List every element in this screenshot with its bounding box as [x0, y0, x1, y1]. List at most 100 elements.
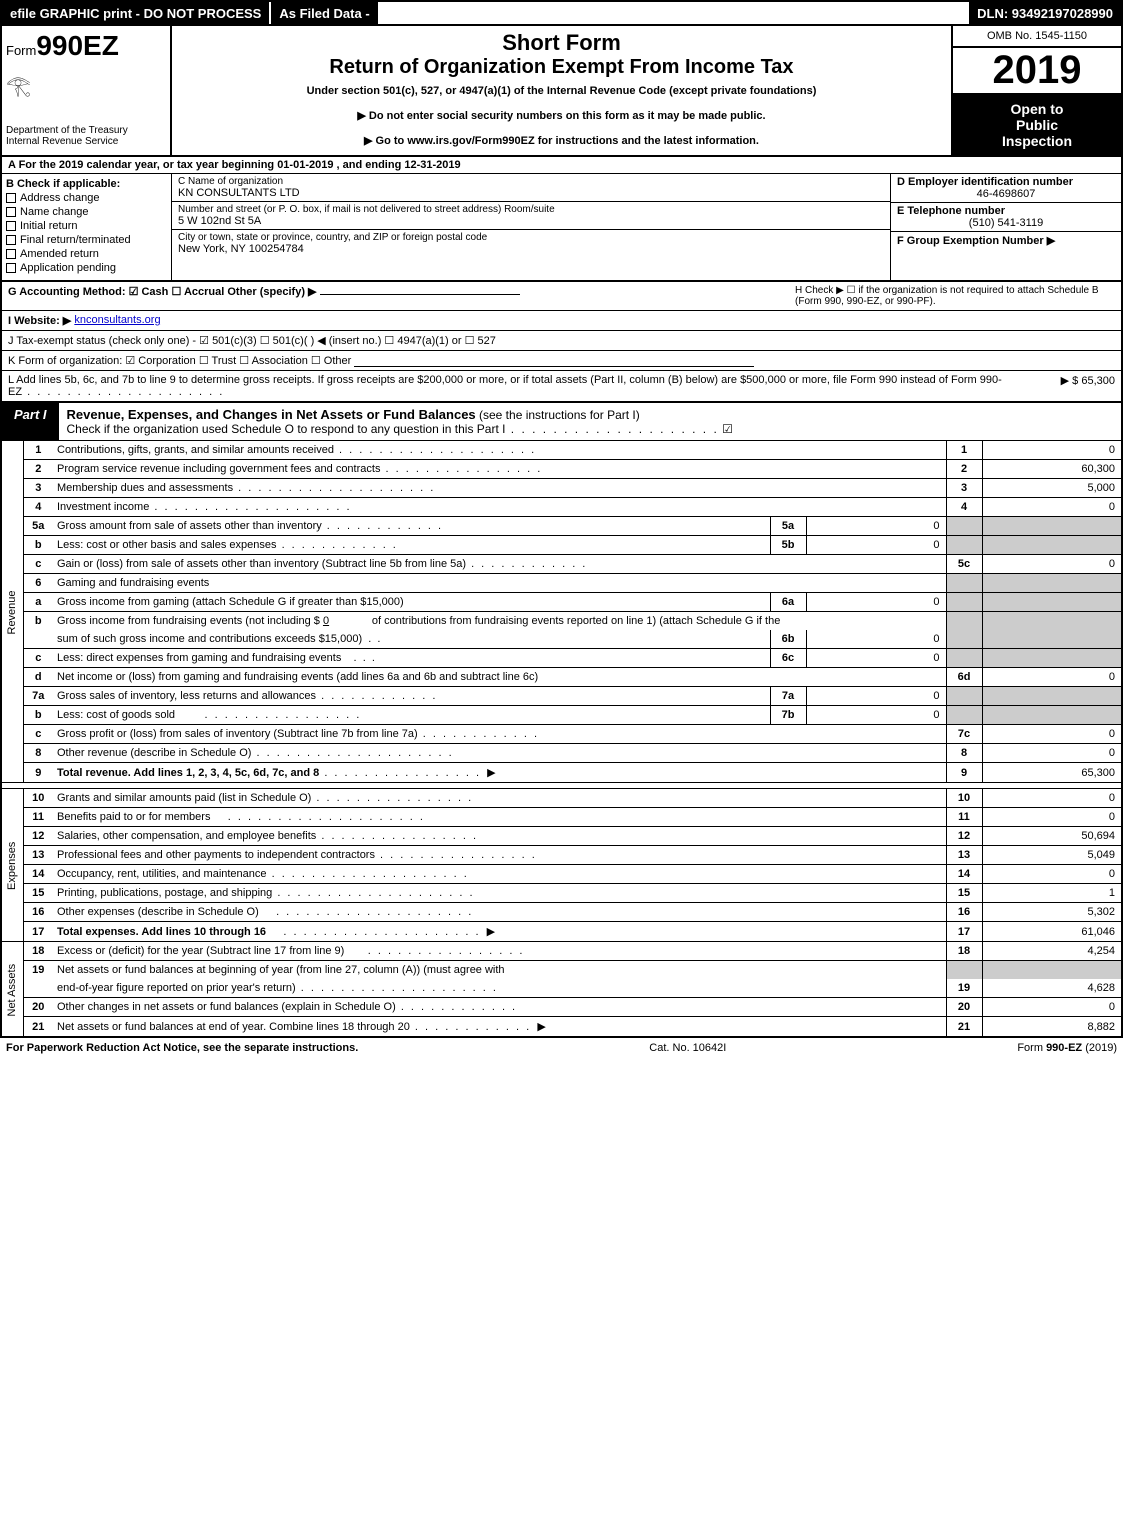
open-to: Open to — [957, 101, 1117, 117]
line-5c: c Gain or (loss) from sale of assets oth… — [1, 555, 1122, 574]
row-k-text: K Form of organization: ☑ Corporation ☐ … — [8, 354, 351, 367]
shaded — [946, 536, 982, 555]
result-no: 21 — [946, 1017, 982, 1038]
ssn-note: ▶ Do not enter social security numbers o… — [176, 109, 947, 122]
cb-final-return[interactable]: Final return/terminated — [6, 234, 167, 246]
result-val: 0 — [982, 668, 1122, 687]
line-10: Expenses 10 Grants and similar amounts p… — [1, 789, 1122, 808]
line-5b: b Less: cost or other basis and sales ex… — [1, 536, 1122, 555]
line-desc: Net assets or fund balances at beginning… — [53, 961, 946, 980]
cb-label: Initial return — [20, 220, 77, 232]
tax-year: 2019 — [953, 48, 1121, 95]
sub-label: 6b — [770, 630, 806, 649]
city-row: City or town, state or province, country… — [172, 230, 890, 258]
shaded — [946, 687, 982, 706]
line-desc: Gross income from gaming (attach Schedul… — [53, 593, 770, 612]
result-no: 7c — [946, 725, 982, 744]
public: Public — [957, 117, 1117, 133]
line-desc: Less: cost or other basis and sales expe… — [53, 536, 770, 555]
line-desc: Program service revenue including govern… — [53, 460, 946, 479]
open-public-badge: Open to Public Inspection — [953, 95, 1121, 155]
org-name-row: C Name of organization KN CONSULTANTS LT… — [172, 174, 890, 202]
form-header: Form990EZ 𓂀 Department of the Treasury I… — [0, 26, 1123, 157]
result-no: 12 — [946, 827, 982, 846]
result-val: 60,300 — [982, 460, 1122, 479]
cb-amended-return[interactable]: Amended return — [6, 248, 167, 260]
result-no: 16 — [946, 903, 982, 922]
line-no: 12 — [23, 827, 53, 846]
ein-row: D Employer identification number 46-4698… — [891, 174, 1121, 203]
result-val: 0 — [982, 725, 1122, 744]
line-desc: Gross amount from sale of assets other t… — [53, 517, 770, 536]
dept-treasury: Department of the Treasury — [6, 125, 166, 136]
cb-name-change[interactable]: Name change — [6, 206, 167, 218]
sub-val: 0 — [806, 593, 946, 612]
result-val: 5,302 — [982, 903, 1122, 922]
result-val: 0 — [982, 555, 1122, 574]
line-no: 16 — [23, 903, 53, 922]
row-k: K Form of organization: ☑ Corporation ☐ … — [0, 351, 1123, 371]
row-i-label: I Website: ▶ — [8, 314, 71, 327]
result-no: 9 — [946, 763, 982, 783]
result-no: 17 — [946, 922, 982, 942]
line-no: 7a — [23, 687, 53, 706]
sub-label: 6c — [770, 649, 806, 668]
shaded — [982, 961, 1122, 980]
line-no: 20 — [23, 998, 53, 1017]
result-val: 0 — [982, 498, 1122, 517]
shaded — [982, 593, 1122, 612]
line-11: 11 Benefits paid to or for members 11 0 — [1, 808, 1122, 827]
line-6b-1: b Gross income from fundraising events (… — [1, 612, 1122, 631]
city-value: New York, NY 100254784 — [178, 243, 884, 255]
result-no: 2 — [946, 460, 982, 479]
line-desc: Other expenses (describe in Schedule O) — [53, 903, 946, 922]
line-no: 14 — [23, 865, 53, 884]
result-no: 1 — [946, 441, 982, 460]
result-no: 3 — [946, 479, 982, 498]
top-bar: efile GRAPHIC print - DO NOT PROCESS As … — [0, 0, 1123, 26]
line-12: 12 Salaries, other compensation, and emp… — [1, 827, 1122, 846]
part-i-header: Part I Revenue, Expenses, and Changes in… — [0, 403, 1123, 441]
inspection: Inspection — [957, 133, 1117, 149]
page-footer: For Paperwork Reduction Act Notice, see … — [0, 1038, 1123, 1058]
result-val: 0 — [982, 744, 1122, 763]
line-desc: Net assets or fund balances at end of ye… — [53, 1017, 946, 1038]
col-c: C Name of organization KN CONSULTANTS LT… — [172, 174, 891, 280]
line-1: Revenue 1 Contributions, gifts, grants, … — [1, 441, 1122, 460]
cb-label: Application pending — [20, 262, 116, 274]
sub-val: 0 — [806, 687, 946, 706]
cb-address-change[interactable]: Address change — [6, 192, 167, 204]
result-no: 11 — [946, 808, 982, 827]
netassets-vert-label: Net Assets — [1, 942, 23, 1038]
row-h: H Check ▶ ☐ if the organization is not r… — [795, 285, 1115, 307]
header-right: OMB No. 1545-1150 2019 Open to Public In… — [951, 26, 1121, 155]
col-b-title-text: B Check if applicable: — [6, 178, 120, 190]
cb-label: Final return/terminated — [20, 234, 131, 246]
line-no: 21 — [23, 1017, 53, 1038]
line-no: 19 — [23, 961, 53, 980]
shaded — [982, 687, 1122, 706]
sub-val: 0 — [806, 706, 946, 725]
cb-application-pending[interactable]: Application pending — [6, 262, 167, 274]
line-2: 2 Program service revenue including gove… — [1, 460, 1122, 479]
as-filed-label: As Filed Data - — [269, 2, 377, 24]
line-13: 13 Professional fees and other payments … — [1, 846, 1122, 865]
line-desc: Gaming and fundraising events — [53, 574, 946, 593]
result-no: 19 — [946, 979, 982, 998]
line-no: c — [23, 725, 53, 744]
line-18: Net Assets 18 Excess or (deficit) for th… — [1, 942, 1122, 961]
result-val: 8,882 — [982, 1017, 1122, 1038]
dept-irs: Internal Revenue Service — [6, 136, 166, 147]
line-desc: Printing, publications, postage, and shi… — [53, 884, 946, 903]
footer-left: For Paperwork Reduction Act Notice, see … — [6, 1042, 358, 1054]
line-15: 15 Printing, publications, postage, and … — [1, 884, 1122, 903]
phone-label-text: E Telephone number — [897, 205, 1005, 217]
cb-initial-return[interactable]: Initial return — [6, 220, 167, 232]
street-value: 5 W 102nd St 5A — [178, 215, 884, 227]
line-desc: Excess or (deficit) for the year (Subtra… — [53, 942, 946, 961]
line-no: 8 — [23, 744, 53, 763]
line-no: 11 — [23, 808, 53, 827]
website-link[interactable]: knconsultants.org — [74, 314, 160, 327]
line-desc: Grants and similar amounts paid (list in… — [53, 789, 946, 808]
line-17: 17 Total expenses. Add lines 10 through … — [1, 922, 1122, 942]
